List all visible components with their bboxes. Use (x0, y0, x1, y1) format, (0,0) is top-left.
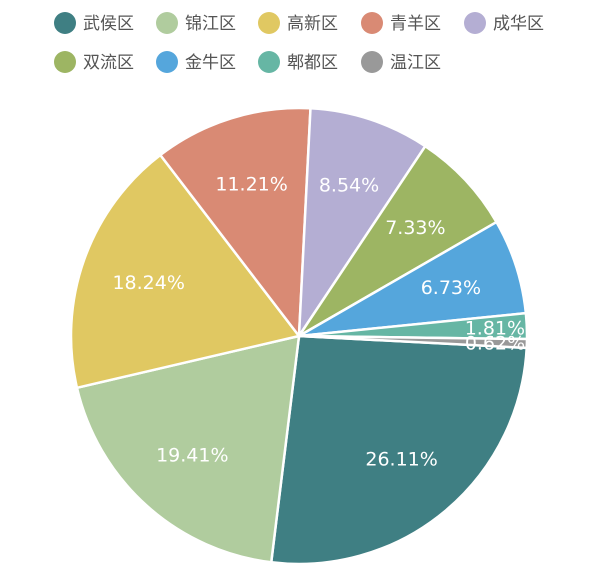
legend-label: 高新区 (287, 14, 338, 34)
legend-label: 金牛区 (185, 53, 236, 73)
legend-swatch (54, 51, 76, 73)
legend-label: 锦江区 (185, 14, 236, 34)
legend-item[interactable]: 高新区 (258, 12, 338, 34)
slice-value-label: 6.73% (421, 277, 481, 299)
slice-value-label: 19.41% (156, 445, 228, 467)
slice-value-label: 26.11% (365, 448, 437, 470)
pie-slice[interactable] (269, 334, 529, 566)
legend-label: 武侯区 (83, 14, 134, 34)
pie-slice[interactable] (298, 334, 529, 350)
slice-value-label: 1.81% (465, 318, 525, 340)
legend-item[interactable]: 金牛区 (156, 51, 236, 73)
slice-value-label: 0.62% (465, 332, 525, 354)
legend-label: 青羊区 (390, 14, 441, 34)
legend-label: 郫都区 (287, 53, 338, 73)
legend-swatch (54, 12, 76, 34)
pie-slice[interactable] (297, 144, 499, 338)
legend-swatch (361, 12, 383, 34)
legend-label: 成华区 (493, 14, 544, 34)
legend-item[interactable]: 温江区 (361, 51, 441, 73)
legend-label: 温江区 (390, 53, 441, 73)
legend-item[interactable]: 郫都区 (258, 51, 338, 73)
legend-label: 双流区 (83, 53, 134, 73)
slice-value-label: 18.24% (112, 272, 184, 294)
pie-labels: 26.11% 19.41% 18.24% 11.21% 8.54% 7.33% 6.73% 1… (112, 174, 525, 471)
legend-item[interactable]: 武侯区 (54, 12, 134, 34)
legend-item[interactable]: 成华区 (464, 12, 544, 34)
pie-slice[interactable] (158, 106, 312, 340)
legend-item[interactable]: 青羊区 (361, 12, 441, 34)
legend-swatch (258, 12, 280, 34)
legend-swatch (258, 51, 280, 73)
slice-value-label: 11.21% (215, 174, 287, 196)
pie-slice[interactable] (69, 153, 302, 390)
legend-swatch (156, 51, 178, 73)
slice-value-label: 8.54% (319, 174, 379, 196)
pie-slice[interactable] (75, 334, 301, 564)
pie-slices (69, 106, 529, 566)
slice-value-label: 7.33% (385, 217, 445, 239)
legend-swatch (156, 12, 178, 34)
legend-item[interactable]: 锦江区 (156, 12, 236, 34)
legend-swatch (464, 12, 486, 34)
legend-swatch (361, 51, 383, 73)
pie-slice[interactable] (297, 106, 428, 341)
legend-item[interactable]: 双流区 (54, 51, 134, 73)
